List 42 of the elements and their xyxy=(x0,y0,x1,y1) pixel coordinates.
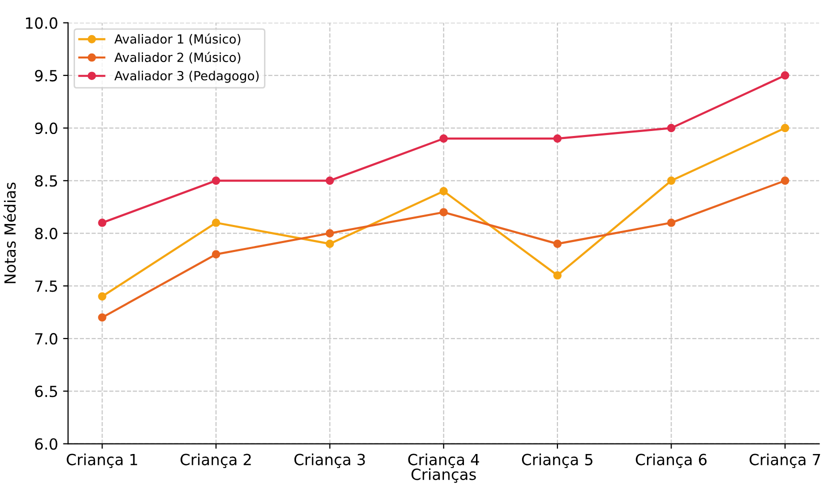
legend-label: Avaliador 3 (Pedagogo) xyxy=(114,70,259,83)
point xyxy=(667,124,676,132)
point xyxy=(98,313,106,322)
point xyxy=(780,176,790,185)
y-tick-label: 8.0 xyxy=(35,228,58,240)
y-axis-title: Notas Médias xyxy=(3,182,16,284)
point xyxy=(326,229,334,238)
legend-label: Avaliador 1 (Músico) xyxy=(114,34,240,46)
point xyxy=(98,292,106,301)
y-tick-label: 6.5 xyxy=(35,386,58,398)
point xyxy=(212,218,220,227)
x-tick-label: Criança 3 xyxy=(294,453,365,468)
point xyxy=(98,218,106,227)
y-tick-label: 6.0 xyxy=(35,438,58,450)
x-tick-label: Criança 7 xyxy=(750,453,820,468)
point xyxy=(212,250,220,258)
point xyxy=(439,208,448,216)
point xyxy=(439,134,448,143)
point xyxy=(553,271,562,280)
x-tick-label: Criança 4 xyxy=(408,453,480,468)
x-axis-title: Crianças xyxy=(412,468,476,483)
point xyxy=(439,187,448,196)
point xyxy=(780,71,790,80)
point xyxy=(780,124,790,132)
y-tick-label: 10.0 xyxy=(26,17,58,29)
y-tick-label: 8.5 xyxy=(35,175,58,187)
y-tick-label: 9.0 xyxy=(35,122,58,134)
point xyxy=(553,134,562,143)
x-tick-label: Criança 6 xyxy=(636,453,707,468)
y-tick-label: 9.5 xyxy=(35,70,58,82)
y-tick-label: 7.0 xyxy=(35,332,58,345)
point xyxy=(326,240,334,248)
point xyxy=(667,176,676,185)
x-tick-label: Criança 2 xyxy=(180,453,251,468)
legend-label: Avaliador 2 (Músico) xyxy=(114,52,240,64)
point xyxy=(326,176,334,185)
x-tick-label: Criança 5 xyxy=(522,453,592,468)
point xyxy=(553,240,562,248)
point xyxy=(212,176,220,185)
y-tick-label: 7.5 xyxy=(35,280,58,292)
point xyxy=(667,218,676,227)
x-tick-label: Criança 1 xyxy=(66,453,138,468)
